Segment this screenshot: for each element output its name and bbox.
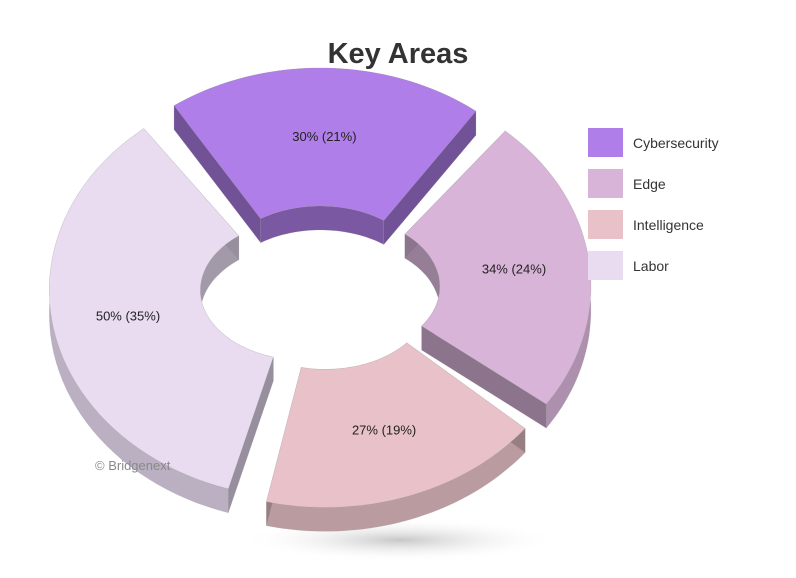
legend-label: Cybersecurity [633, 134, 719, 151]
slice-top [173, 67, 477, 221]
legend-item-intelligence[interactable]: Intelligence [588, 210, 719, 239]
slice-end-cap [383, 110, 477, 246]
data-label-cybersecurity: 30% (21%) [292, 129, 356, 144]
legend-label: Edge [633, 175, 666, 192]
credit-text: © Bridgenext [95, 458, 171, 473]
legend: Cybersecurity Edge Intelligence Labor [588, 128, 719, 292]
legend-label: Intelligence [633, 216, 704, 233]
slice-labor[interactable] [48, 127, 274, 514]
data-label-intelligence: 27% (19%) [352, 423, 416, 438]
legend-swatch [588, 251, 623, 280]
legend-swatch [588, 210, 623, 239]
legend-item-labor[interactable]: Labor [588, 251, 719, 280]
chart-title: Key Areas [327, 38, 469, 70]
slice-edge[interactable] [404, 130, 592, 429]
legend-item-edge[interactable]: Edge [588, 169, 719, 198]
slice-cybersecurity[interactable] [173, 67, 477, 246]
legend-item-cybersecurity[interactable]: Cybersecurity [588, 128, 719, 157]
data-label-edge: 34% (24%) [482, 262, 546, 277]
slice-intelligence[interactable] [266, 342, 526, 532]
legend-swatch [588, 128, 623, 157]
slices-layer [48, 67, 592, 532]
legend-label: Labor [633, 257, 669, 274]
labels-layer: 30% (21%) 34% (24%) 27% (19%) 50% (35%) [96, 129, 546, 438]
legend-swatch [588, 169, 623, 198]
slice-top [266, 342, 526, 508]
slice-end-cap [228, 357, 274, 513]
slice-top [404, 130, 592, 405]
slice-end-cap [173, 104, 261, 244]
slice-top [48, 128, 274, 490]
data-label-labor: 50% (35%) [96, 308, 160, 323]
